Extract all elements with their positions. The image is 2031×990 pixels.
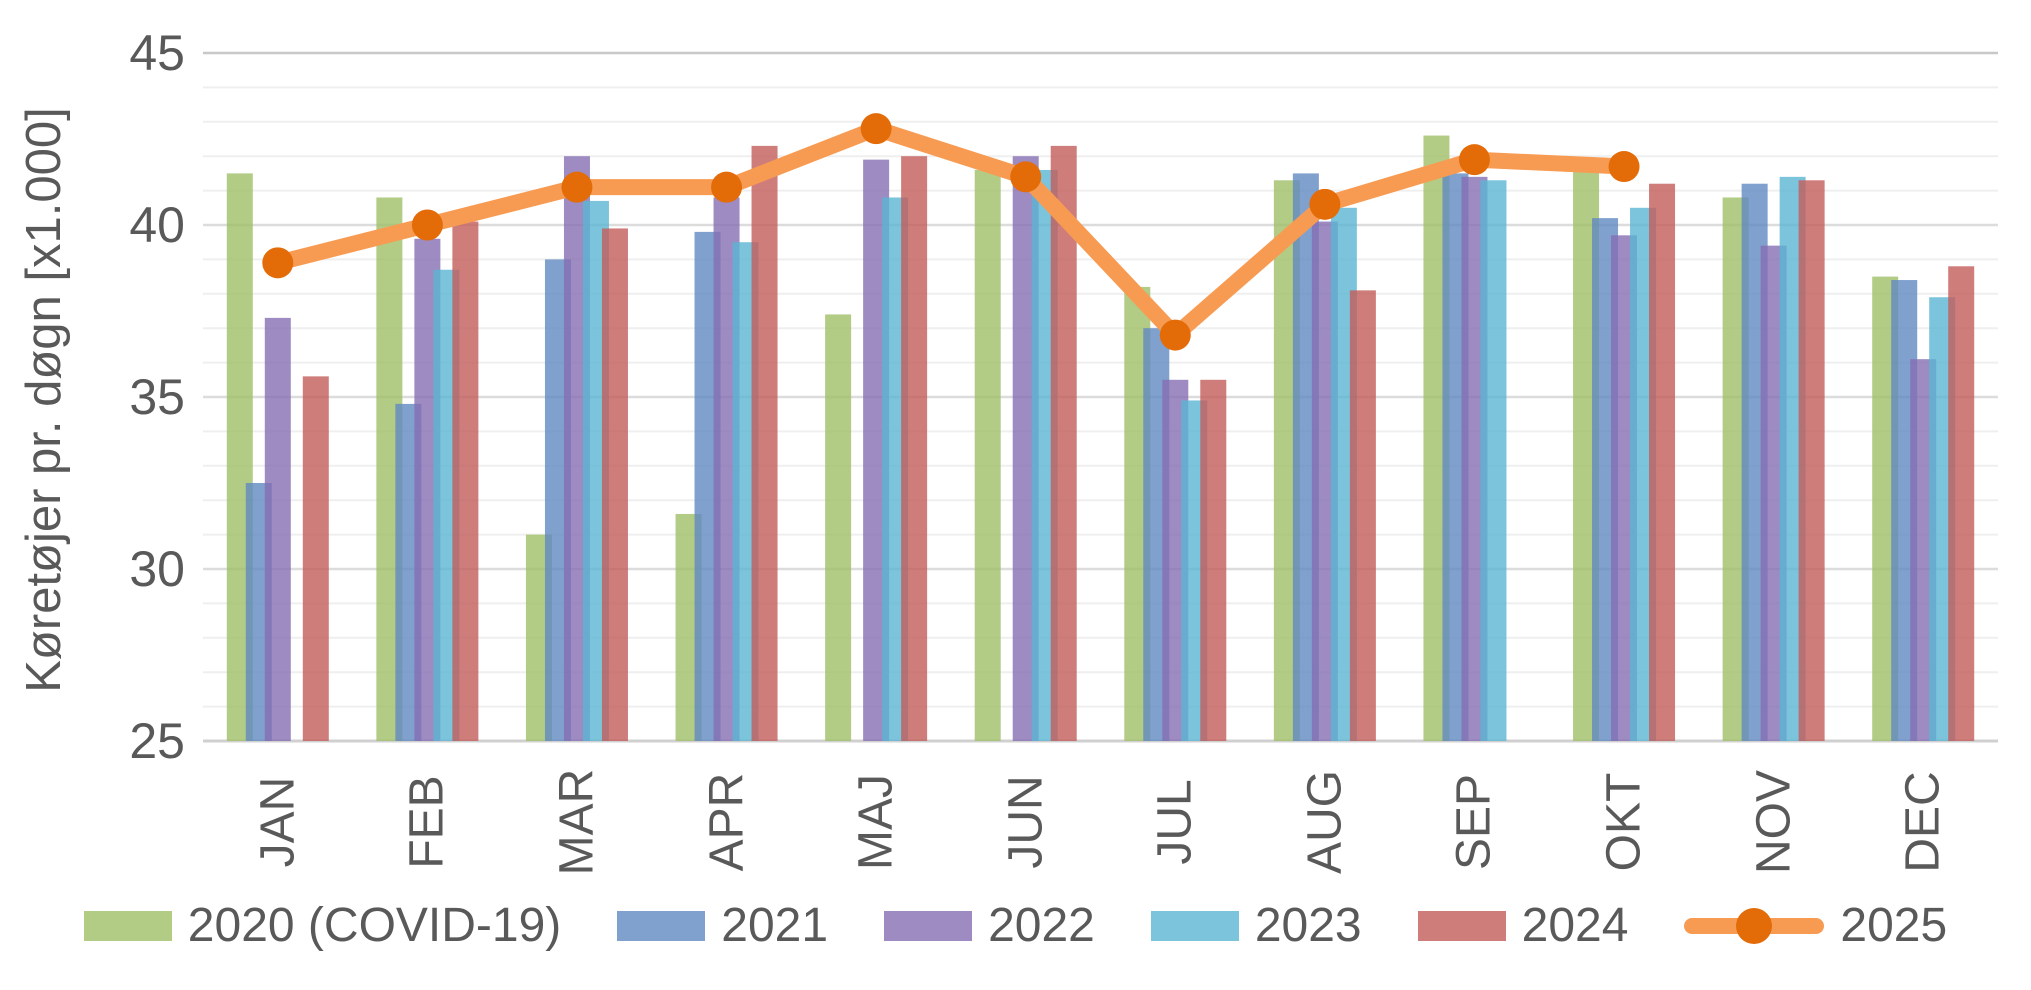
bar-2024-nov	[1798, 180, 1825, 741]
line-marker-2025	[411, 209, 443, 241]
legend-label-2024: 2024	[1521, 899, 1629, 952]
legend-item-2021: 2021	[617, 898, 828, 953]
x-tick-label-sep: SEP	[1447, 773, 1501, 871]
legend-label-2023: 2023	[1254, 899, 1362, 952]
y-tick-label-40: 40	[129, 197, 185, 253]
y-tick-label-45: 45	[129, 25, 185, 81]
x-tick-label-jan: JAN	[251, 776, 305, 868]
legend-label-2020: 2020 (COVID-19)	[187, 899, 562, 952]
line-marker-2025	[711, 171, 743, 203]
legend-swatch-2023	[1150, 910, 1239, 941]
line-marker-2025	[262, 247, 294, 279]
legend-label-2025: 2025	[1840, 899, 1948, 952]
bar-2024-dec	[1948, 266, 1975, 741]
line-marker-2025	[860, 113, 892, 145]
legend-item-2022: 2022	[884, 898, 1095, 953]
legend: 2020 (COVID-19) 2021 2022 2023 2024 2025	[0, 898, 2031, 953]
x-tick-label-aug: AUG	[1298, 769, 1352, 875]
line-marker-2025	[1309, 188, 1341, 220]
line-marker-2025	[1608, 151, 1640, 183]
line-2025	[269, 120, 1633, 344]
x-tick-label-jul: JUL	[1148, 779, 1202, 865]
legend-label-2022: 2022	[988, 899, 1095, 952]
legend-item-2023: 2023	[1150, 898, 1362, 953]
bar-2024-feb	[452, 221, 479, 741]
bar-2023-sep	[1480, 180, 1507, 741]
bar-2024-apr	[751, 145, 778, 741]
legend-swatch-2022	[884, 910, 973, 941]
line-marker-2025	[561, 171, 593, 203]
x-tick-label-feb: FEB	[400, 775, 454, 869]
bar-2020-maj	[825, 314, 852, 741]
legend-line-marker-dot	[1736, 907, 1773, 944]
bar-2024-mar	[601, 228, 628, 741]
y-tick-label-30: 30	[129, 541, 185, 597]
x-tick-label-apr: APR	[700, 772, 754, 872]
line-marker-2025	[1159, 319, 1191, 351]
x-tick-label-dec: DEC	[1896, 771, 1950, 873]
legend-swatch-2024	[1417, 910, 1506, 941]
bar-2022-jan	[264, 317, 291, 741]
x-tick-label-jun: JUN	[999, 775, 1053, 869]
y-tick-label-25: 25	[129, 713, 185, 769]
legend-item-2024: 2024	[1417, 898, 1629, 953]
bar-2024-jan	[302, 376, 329, 741]
bar-2024-jun	[1050, 145, 1077, 741]
x-tick-label-nov: NOV	[1747, 769, 1801, 875]
x-tick-label-okt: OKT	[1597, 772, 1651, 872]
y-tick-label-35: 35	[129, 369, 185, 425]
bar-2024-okt	[1649, 183, 1676, 742]
x-tick-label-mar: MAR	[550, 768, 604, 876]
legend-swatch-2020	[83, 910, 172, 941]
bar-2024-jul	[1200, 379, 1227, 741]
x-tick-label-maj: MAJ	[849, 774, 903, 870]
bar-2020-jun	[974, 169, 1001, 741]
line-marker-2025	[1010, 161, 1042, 193]
legend-label-2021: 2021	[721, 899, 829, 952]
bar-2024-aug	[1349, 290, 1376, 741]
legend-item-2020: 2020 (COVID-19)	[83, 898, 562, 953]
bar-2024-maj	[901, 156, 928, 741]
line-marker-2025	[1458, 144, 1490, 176]
legend-swatch-2021	[617, 910, 706, 941]
legend-item-2025: 2025	[1684, 898, 1947, 953]
legend-line-swatch-2025	[1684, 906, 1825, 946]
